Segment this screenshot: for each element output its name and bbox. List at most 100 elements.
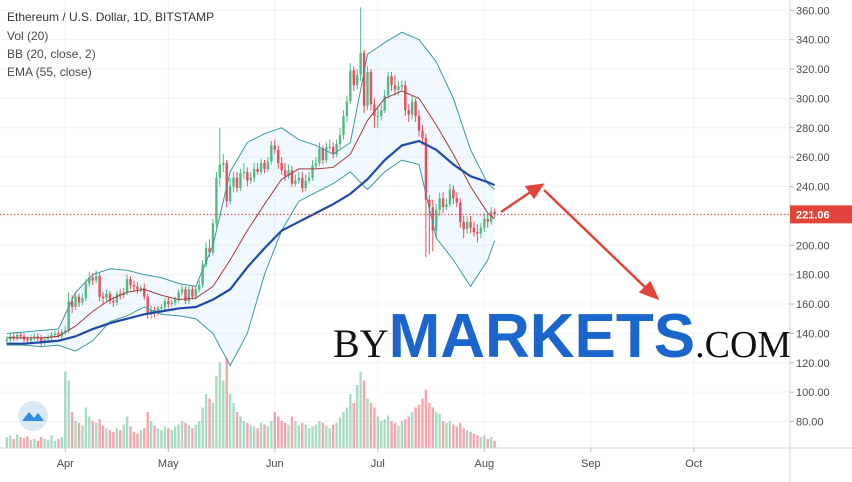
candle-body (380, 110, 383, 117)
volume-bar (225, 358, 228, 448)
volume-bar (465, 430, 469, 448)
volume-bar (373, 407, 376, 448)
candle-body (331, 146, 335, 155)
candle-body (170, 302, 173, 305)
volume-bar (153, 425, 156, 448)
volume-bar (156, 428, 160, 448)
candle-body (369, 71, 373, 105)
candle-body (455, 198, 459, 203)
candle-body (424, 138, 428, 200)
candle-body (177, 292, 180, 300)
candle-body (266, 161, 270, 169)
volume-bar (218, 362, 222, 448)
volume-bar (208, 398, 211, 448)
volume-bar (277, 416, 280, 448)
volume-bar (191, 428, 194, 448)
candle-body (435, 210, 438, 231)
candle-body (421, 130, 424, 139)
volume-bar (60, 437, 64, 448)
x-tick-label: Jun (266, 458, 284, 470)
candle-body (483, 218, 486, 228)
volume-bar (201, 407, 204, 448)
bollinger-fill (6, 32, 495, 366)
candle-body (46, 337, 50, 340)
bollinger-lower (6, 159, 496, 367)
candle-body (280, 163, 283, 171)
volume-bar (383, 419, 386, 448)
volume-bar (393, 422, 397, 448)
candle-body (108, 293, 112, 302)
candle-body (211, 223, 215, 253)
candle-body (125, 279, 129, 293)
candle-body (486, 218, 489, 222)
volume-bar (177, 424, 180, 448)
volume-bar (459, 422, 462, 448)
candle-body (469, 221, 472, 228)
candle-body (290, 170, 294, 184)
volume-bar (438, 413, 441, 448)
candle-body (349, 70, 352, 102)
volume-bar (431, 407, 434, 448)
line-layer (0, 31, 790, 367)
candle-body (132, 284, 136, 287)
candle-body (191, 289, 194, 297)
volume-bar (46, 439, 50, 448)
volume-bar (170, 430, 173, 448)
candle-body (472, 227, 476, 233)
candle-body (119, 293, 122, 296)
arrow-head (638, 280, 660, 301)
candle-body (91, 277, 94, 281)
volume-bar (270, 421, 273, 448)
candle-body (393, 85, 397, 90)
volume-bar (307, 428, 311, 448)
y-tick-label: 140.00 (796, 328, 830, 340)
candle-body (167, 301, 170, 305)
candle-body (438, 198, 441, 211)
volume-bar (235, 412, 239, 448)
volume-bar (194, 424, 197, 448)
x-tick-label: Oct (685, 458, 702, 470)
volume-bar (318, 421, 321, 448)
volume-bar (57, 439, 60, 448)
candle-body (304, 180, 307, 189)
arrow-up (500, 189, 533, 214)
x-tick-label: Apr (57, 458, 74, 470)
volume-bar (342, 412, 345, 448)
volume-bar (12, 439, 15, 448)
volume-bar (445, 422, 448, 448)
volume-bar (91, 421, 94, 448)
candle-body (215, 177, 218, 224)
candle-body (252, 168, 256, 178)
candle-body (26, 339, 29, 341)
candle-body (112, 301, 115, 303)
candle-body (70, 301, 74, 307)
volume-bar (29, 439, 33, 448)
candle-body (228, 186, 232, 202)
volume-bar (40, 437, 43, 448)
logo (18, 401, 48, 431)
candle-body (277, 149, 280, 164)
volume-bar (311, 426, 314, 448)
watermark-by: BY (333, 321, 389, 366)
candle-body (67, 301, 70, 331)
candle-body (476, 232, 479, 234)
volume-bar (283, 422, 287, 448)
volume-bar (22, 438, 26, 448)
watermark-text: BYMARKETS.COM (333, 302, 791, 371)
volume-bar (105, 428, 108, 448)
volume-bar (356, 385, 359, 448)
volume-bar (125, 416, 129, 448)
volume-bar (421, 398, 424, 448)
candle-body (479, 227, 483, 234)
candle-body (50, 334, 53, 338)
volume-bar (98, 419, 101, 448)
candle-body (129, 279, 132, 285)
legend-volume: Vol (20) (7, 29, 48, 43)
volume-bar (160, 430, 163, 448)
volume-bar (414, 407, 417, 448)
watermark: BYMARKETS.COM (333, 302, 791, 371)
volume-bar (338, 417, 342, 448)
y-tick-label: 340.00 (796, 35, 830, 47)
volume-bar (81, 425, 84, 448)
volume-bar (249, 425, 252, 448)
